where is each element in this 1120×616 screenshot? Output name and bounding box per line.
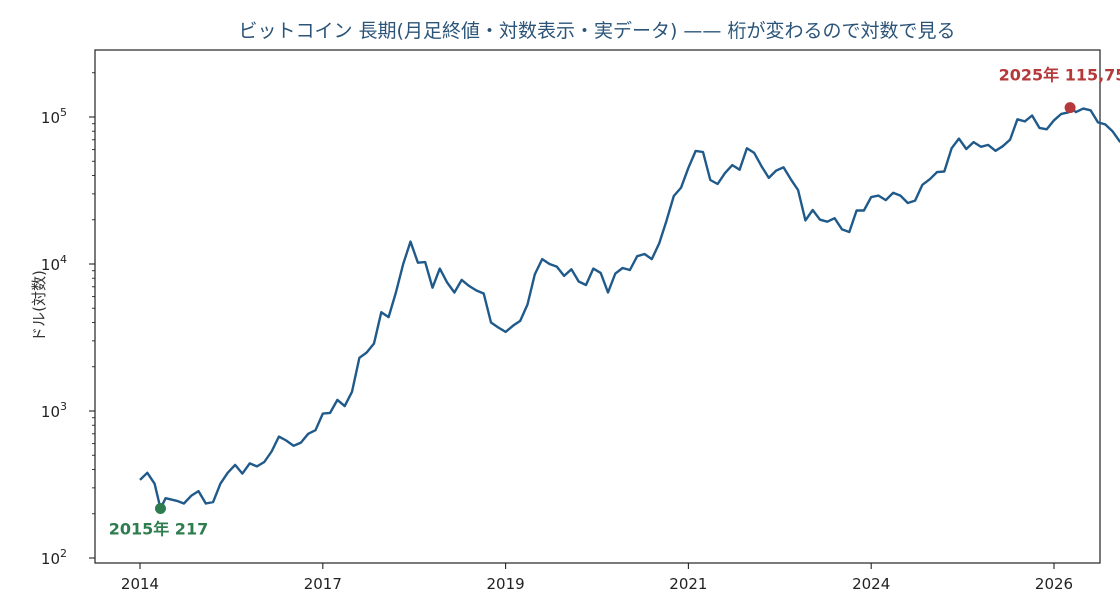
y-axis-label: ドル(対数) [30, 270, 48, 342]
y-tick-exponent: 5 [60, 106, 67, 119]
x-tick-label: 2024 [852, 575, 890, 593]
annotation-point [154, 503, 166, 515]
y-tick-exponent: 2 [60, 547, 67, 560]
y-tick-label: 102 [41, 547, 67, 568]
x-tick-label: 2019 [487, 575, 525, 593]
x-tick-label: 2026 [1035, 575, 1073, 593]
chart-title: ビットコイン 長期(月足終値・対数表示・実データ) —— 桁が変わるので対数で見… [239, 20, 956, 42]
annotation-point [1064, 102, 1076, 114]
x-axis: 2014 2017 2019 2021 2024 2026 [121, 563, 1073, 593]
annotation-label: 2015年 217 [109, 520, 209, 539]
y-tick-base: 10 [41, 109, 60, 127]
annotations: 2015年 217 2025年 115,758 [109, 66, 1120, 539]
y-tick-exponent: 4 [60, 253, 67, 266]
y-tick-base: 10 [41, 256, 60, 274]
y-tick-base: 10 [41, 403, 60, 421]
x-tick-label: 2014 [121, 575, 159, 593]
x-tick-label: 2021 [669, 575, 707, 593]
plot-frame [94, 49, 1101, 564]
x-tick-label: 2017 [304, 575, 342, 593]
y-tick-exponent: 3 [60, 400, 67, 413]
y-tick-label: 104 [41, 253, 67, 274]
y-tick-label: 105 [41, 106, 67, 127]
annotation-label: 2025年 115,758 [999, 66, 1120, 85]
price-line [139, 106, 1120, 510]
y-tick-label: 103 [41, 400, 67, 421]
y-tick-base: 10 [41, 550, 60, 568]
